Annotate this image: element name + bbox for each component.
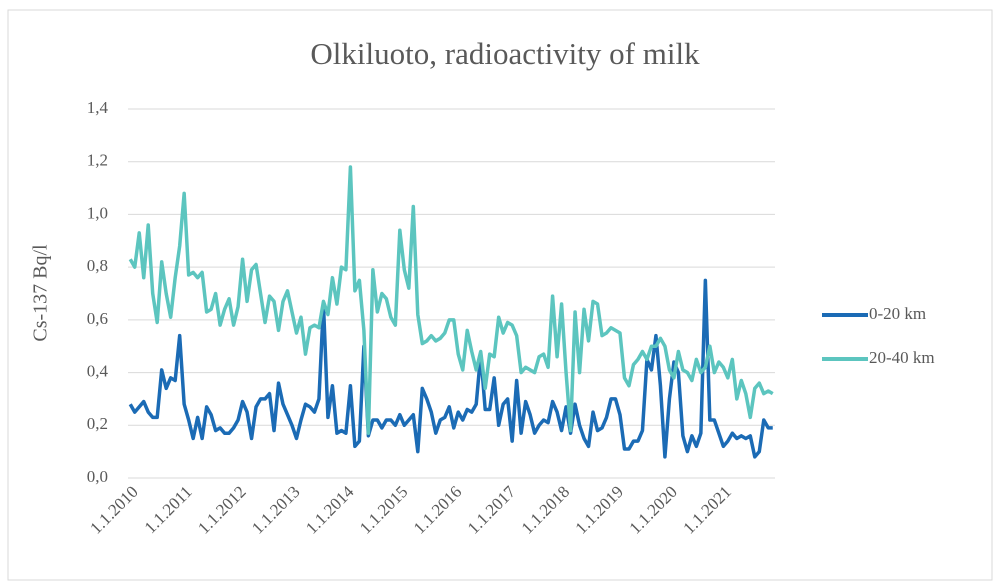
y-axis-label: Cs-137 Bq/l — [30, 244, 52, 342]
y-tick-label: 0,8 — [87, 256, 108, 275]
y-tick-label: 1,0 — [87, 203, 108, 222]
data-line — [128, 278, 773, 459]
y-tick-label: 0,2 — [87, 414, 108, 433]
y-tick-label: 0,0 — [87, 467, 108, 486]
y-tick-label: 0,4 — [87, 361, 109, 380]
y-tick-label: 0,6 — [87, 309, 108, 328]
chart-title: Olkiluoto, radioactivity of milk — [310, 36, 700, 71]
y-tick-label: 1,2 — [87, 151, 108, 170]
legend-label: 20-40 km — [869, 348, 935, 367]
legend-label: 0-20 km — [869, 304, 926, 323]
y-tick-label: 1,4 — [87, 98, 109, 117]
data-line — [128, 165, 774, 435]
